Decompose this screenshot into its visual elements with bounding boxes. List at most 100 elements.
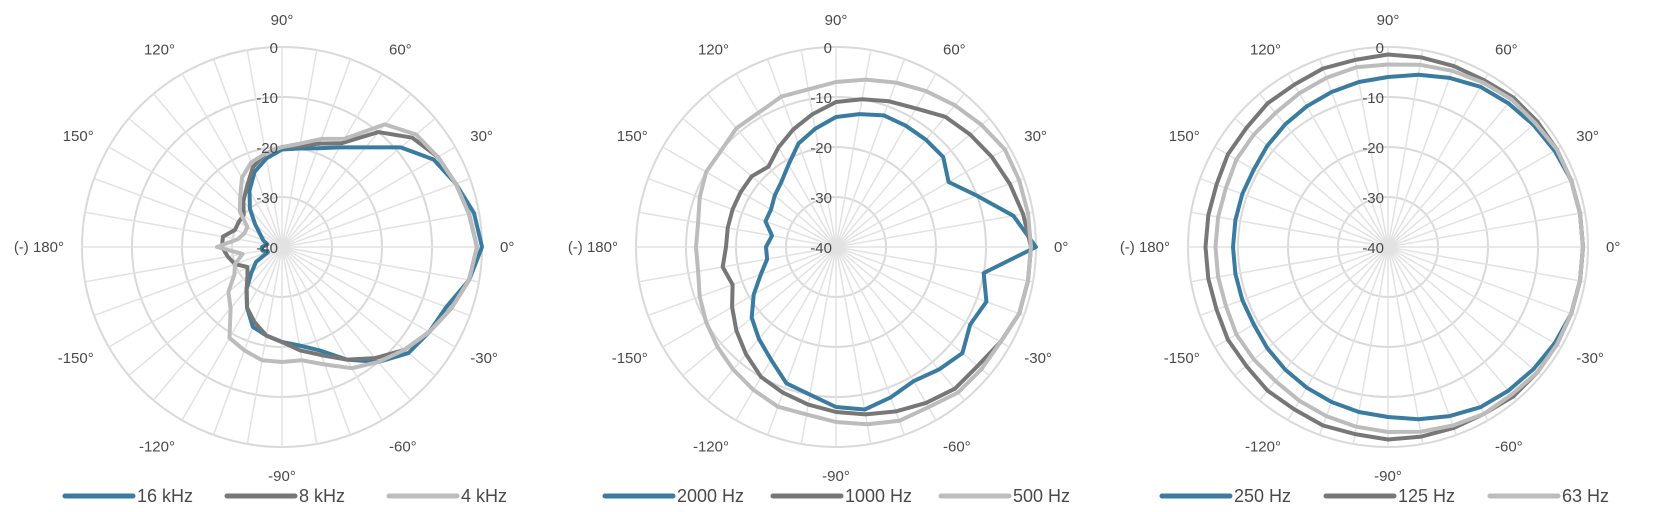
angle-tick-label: (-) 180° — [1120, 239, 1170, 256]
grid-spoke — [682, 246, 837, 377]
grid-spoke — [212, 246, 283, 436]
grid-spoke — [835, 49, 872, 248]
grid-spoke — [108, 146, 283, 248]
angle-tick-label: 0° — [500, 239, 514, 256]
radial-tick-label: 0 — [270, 40, 278, 57]
grid-spoke — [281, 93, 412, 248]
radial-tick-label: -10 — [1362, 90, 1384, 107]
grid-spoke — [1287, 246, 1389, 421]
grid-spoke — [835, 246, 1025, 317]
grid-spoke — [281, 246, 412, 401]
legend-label: 8 kHz — [299, 486, 345, 506]
grid-spoke — [1387, 49, 1424, 248]
grid-spoke — [662, 246, 837, 348]
grid-spoke — [1387, 58, 1458, 248]
grid-spoke — [835, 246, 966, 401]
angle-tick-label: -120° — [1245, 438, 1281, 455]
grid-spoke — [835, 177, 1025, 248]
polar-grid — [1187, 46, 1589, 448]
grid-spoke — [281, 58, 352, 248]
grid-spoke — [766, 246, 837, 436]
grid-spoke — [281, 246, 383, 421]
angle-tick-label: -60° — [1495, 438, 1523, 455]
grid-spoke — [152, 93, 283, 248]
legend: 2000 Hz 1000 Hz 500 Hz — [602, 486, 1070, 506]
angle-tick-label: 0° — [1606, 239, 1620, 256]
grid-spoke — [835, 246, 1010, 348]
radial-tick-label: -40 — [256, 240, 278, 257]
angle-tick-label: -60° — [943, 438, 971, 455]
grid-spoke — [1387, 93, 1518, 248]
grid-spoke — [835, 93, 966, 248]
legend-label: 125 Hz — [1398, 486, 1455, 506]
legend-label: 1000 Hz — [845, 486, 912, 506]
grid-spoke — [1234, 117, 1389, 248]
angle-tick-label: 30° — [1576, 128, 1599, 145]
legend: 250 Hz 125 Hz 63 Hz — [1159, 486, 1609, 506]
grid-spoke — [281, 211, 480, 248]
polar-chart-2: 0° 30° 60° 90° 120° 150° (-) 180° -150° -120° -90… — [568, 12, 1070, 506]
grid-spoke — [212, 58, 283, 248]
radial-tick-label: 0 — [1376, 40, 1384, 57]
grid-spoke — [281, 117, 436, 248]
radial-tick-label: -10 — [256, 90, 278, 107]
grid-spoke — [1214, 246, 1389, 348]
series-line-500-hz — [694, 77, 1033, 427]
grid-spoke — [281, 246, 456, 348]
legend-label: 500 Hz — [1013, 486, 1070, 506]
grid-spoke — [835, 73, 937, 248]
grid-spoke — [662, 146, 837, 248]
angle-tick-label: -60° — [389, 438, 417, 455]
grid-spoke — [835, 246, 937, 421]
angle-tick-label: -30° — [470, 350, 498, 367]
series-line-63-hz — [1213, 62, 1585, 434]
radial-tick-label: -20 — [810, 140, 832, 157]
angle-tick-label: 60° — [1495, 42, 1518, 59]
grid-spoke — [647, 177, 837, 248]
grid-spoke — [1387, 246, 1458, 436]
legend: 16 kHz 8 kHz 4 kHz — [62, 486, 507, 506]
radial-tick-label: -30 — [1362, 190, 1384, 207]
angle-tick-label: 60° — [389, 42, 412, 59]
grid-spoke — [1387, 246, 1586, 283]
grid-spoke — [1190, 246, 1389, 283]
grid-spoke — [281, 246, 480, 283]
angle-tick-label: -150° — [612, 350, 648, 367]
grid-spoke — [181, 73, 283, 248]
angle-tick-label: 90° — [271, 12, 294, 29]
radial-tick-label: -40 — [810, 240, 832, 257]
angle-tick-label: -90° — [1374, 468, 1402, 485]
series-line-4-khz — [215, 122, 479, 371]
radial-tick-label: 0 — [824, 40, 832, 57]
angle-tick-label: -90° — [268, 468, 296, 485]
grid-spoke — [835, 58, 906, 248]
grid-spoke — [1387, 146, 1562, 248]
grid-spoke — [647, 246, 837, 317]
grid-spoke — [835, 146, 1010, 248]
grid-spoke — [1387, 246, 1562, 348]
grid-spoke — [152, 246, 283, 401]
grid-spoke — [281, 146, 456, 248]
grid-spoke — [835, 246, 1034, 283]
grid-spoke — [835, 117, 990, 248]
angle-tick-label: 30° — [470, 128, 493, 145]
grid-spoke — [706, 93, 837, 248]
radial-tick-label: -30 — [810, 190, 832, 207]
grid-spoke — [128, 246, 283, 377]
grid-spoke — [93, 246, 283, 317]
grid-spoke — [181, 246, 283, 421]
legend-label: 63 Hz — [1562, 486, 1609, 506]
radial-tick-label: -20 — [256, 140, 278, 157]
radial-tick-label: -40 — [1362, 240, 1384, 257]
radial-tick-label: -30 — [256, 190, 278, 207]
angle-tick-label: 60° — [943, 42, 966, 59]
grid-spoke — [735, 73, 837, 248]
angle-tick-label: 90° — [825, 12, 848, 29]
legend-label: 250 Hz — [1234, 486, 1291, 506]
series-line-250-hz — [1231, 72, 1585, 422]
grid-spoke — [1234, 246, 1389, 377]
grid-spoke — [1190, 211, 1389, 248]
grid-spoke — [1387, 246, 1489, 421]
series-line-2000-hz — [749, 112, 1038, 412]
legend-label: 2000 Hz — [677, 486, 744, 506]
